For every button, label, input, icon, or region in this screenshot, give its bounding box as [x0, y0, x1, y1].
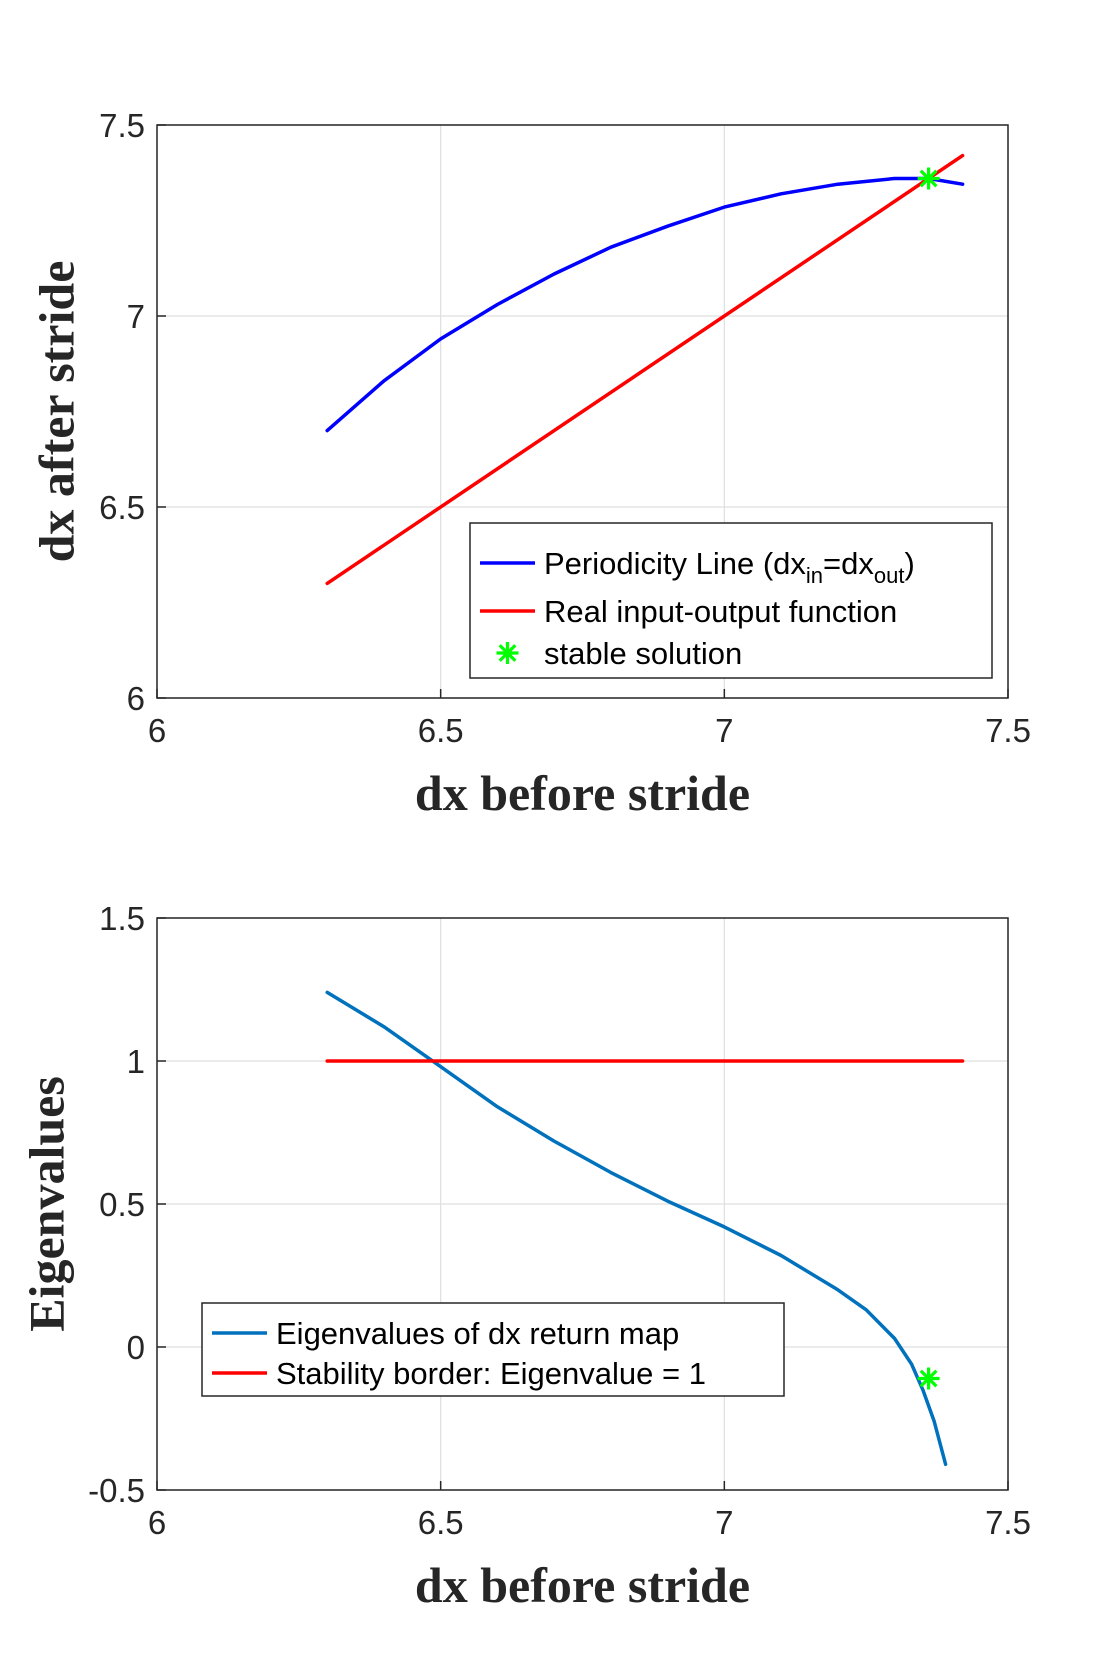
y-tick-label: 6 — [127, 680, 145, 717]
legend-marker-stable — [496, 642, 519, 664]
legend-entry-label: Real input-output function — [544, 594, 897, 629]
y-tick-label: 0 — [127, 1329, 145, 1366]
stable-solution-marker — [917, 1367, 940, 1390]
x-tick-label: 6 — [148, 712, 166, 749]
x-tick-label: 7.5 — [985, 712, 1031, 749]
y-tick-label: 1.5 — [99, 900, 145, 937]
series-line-2 — [325, 153, 965, 586]
legend-top: Periodicity Line (dxin=dxout) Real input-… — [469, 522, 993, 679]
chart-top: 6 6.5 7 7.5 6 6.5 7 7.5 dx before stride dx aft… — [28, 107, 1030, 821]
legend-box — [469, 522, 993, 679]
x-axis-label-top: dx before stride — [415, 765, 750, 821]
y-tick-label: 7.5 — [99, 107, 145, 144]
x-tick-label: 6.5 — [418, 712, 464, 749]
series-line-1 — [325, 176, 965, 433]
stable-solution-marker — [917, 167, 940, 190]
legend-box — [201, 1302, 785, 1397]
y-tick-label: 0.5 — [99, 1186, 145, 1223]
y-tick-label: 1 — [127, 1043, 145, 1080]
legend-entry-label: Periodicity Line (dxin=dxout) — [544, 546, 915, 588]
plot-frame-top — [156, 124, 1009, 699]
y-axis-label-top: dx after stride — [28, 261, 84, 563]
y-axis-label-bottom: Eigenvalues — [18, 1076, 74, 1332]
x-tick-label: 7.5 — [985, 1504, 1031, 1541]
legend-bottom: Eigenvalues of dx return map Stability bo… — [201, 1302, 785, 1397]
series-line-1 — [325, 990, 948, 1467]
x-tick-label: 7 — [715, 712, 733, 749]
y-tick-label: 6.5 — [99, 489, 145, 526]
legend-entry-label: Eigenvalues of dx return map — [276, 1316, 679, 1351]
chart-bottom: 6 6.5 7 7.5 -0.5 0 0.5 1 1.5 dx before stride Ei… — [18, 900, 1030, 1613]
y-tick-label: 7 — [127, 298, 145, 335]
x-tick-label: 6 — [148, 1504, 166, 1541]
x-tick-label: 7 — [715, 1504, 733, 1541]
x-tick-label: 6.5 — [418, 1504, 464, 1541]
legend-entry-label: stable solution — [544, 636, 742, 671]
legend-entry-label: Stability border: Eigenvalue = 1 — [276, 1356, 706, 1391]
x-axis-label-bottom: dx before stride — [415, 1557, 750, 1613]
y-tick-label: -0.5 — [88, 1472, 145, 1509]
